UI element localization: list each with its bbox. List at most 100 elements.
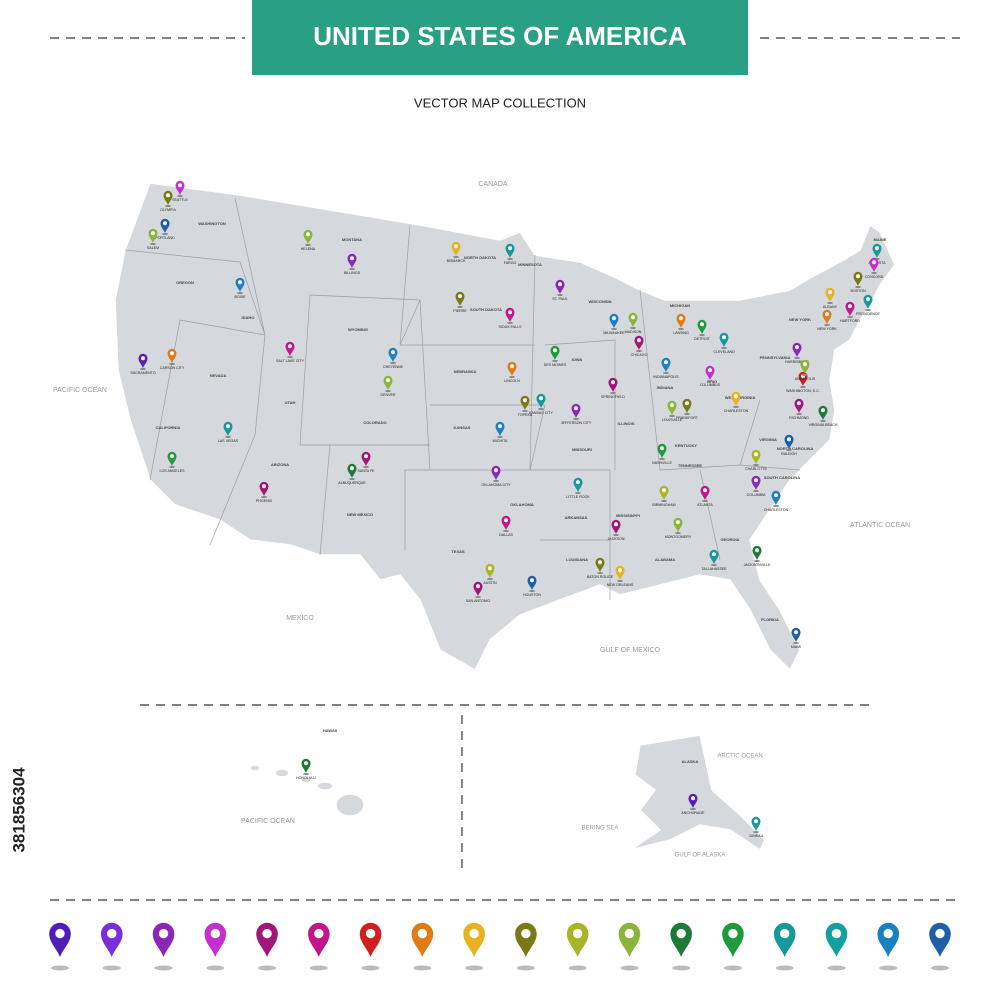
state-borders [124, 197, 801, 600]
legend-pin-shadow [931, 965, 949, 971]
pin-body [719, 332, 729, 347]
pin-body [485, 563, 495, 578]
pin-body [152, 922, 175, 957]
city-label: DENVER [381, 393, 396, 397]
hawaii [249, 764, 365, 817]
city-pin [634, 335, 644, 350]
city-label: CHICAGO [631, 353, 648, 357]
map-label: MISSISSIPPI [616, 513, 640, 518]
legend-pin [100, 922, 123, 957]
pin-shadow [503, 530, 509, 532]
city-label: LITTLE ROCK [566, 495, 590, 499]
city-label: SEATTLE [172, 198, 188, 202]
legend-pin-shadow [206, 965, 225, 971]
pin-hole [780, 928, 790, 939]
city-label: RICHMOND [789, 416, 809, 420]
pin-hole [618, 568, 622, 573]
legend-pin [773, 922, 796, 957]
map-label: COLORADO [363, 420, 386, 425]
city-pin [383, 375, 393, 390]
city-pin [160, 218, 170, 233]
pin-hole [734, 394, 738, 399]
map-label: PACIFIC OCEAN [241, 818, 295, 825]
pin-hole [754, 478, 758, 483]
pin-hole [787, 437, 791, 442]
pin-hole [454, 244, 458, 249]
city-label: JACKSONVILLE [744, 563, 771, 567]
city-label: ST. PAUL [552, 297, 567, 301]
map-label: SOUTH CAROLINA [764, 475, 800, 480]
pin-shadow [630, 327, 636, 329]
pin-body [705, 365, 715, 380]
city-pin [259, 481, 269, 496]
pin-hole [558, 282, 562, 287]
city-pin [800, 359, 810, 374]
legend-pin-shadow [723, 965, 742, 971]
city-label: CHEYENNE [383, 365, 404, 369]
pin-hole [574, 406, 578, 411]
city-label: MONTGOMERY [665, 535, 692, 539]
pin-shadow [617, 580, 623, 582]
map-label: CALIFORNIA [156, 425, 181, 430]
pin-shadow [663, 372, 669, 374]
pin-body [495, 421, 505, 436]
legend-pin [411, 922, 434, 957]
city-label: NEW YORK [817, 327, 837, 331]
pin-shadow [636, 350, 642, 352]
pin-hole [498, 424, 502, 429]
pin-body [347, 253, 357, 268]
pin-body [49, 922, 71, 957]
city-pin [751, 816, 761, 831]
city-label: SALT LAKE CITY [276, 359, 305, 363]
city-pin [608, 377, 618, 392]
legend-pin [152, 922, 175, 957]
pin-shadow [225, 436, 231, 438]
city-pin [719, 332, 729, 347]
map-label: KANSAS [454, 425, 471, 430]
pin-shadow [610, 392, 616, 394]
pin-body [800, 359, 810, 374]
map-label: NORTH CAROLINA [777, 446, 814, 451]
pin-hole [624, 928, 635, 939]
pin-hole [141, 356, 145, 361]
map-label: BERING SEA [582, 826, 619, 832]
city-pin [609, 313, 619, 328]
pin-body [751, 816, 761, 831]
city-pin [455, 291, 465, 306]
pin-body [673, 517, 683, 532]
pin-shadow [702, 500, 708, 502]
city-label: JEFFERSON CITY [561, 421, 592, 425]
legend-pin [256, 922, 278, 957]
pin-body [791, 627, 801, 642]
pin-body [359, 922, 382, 957]
pin-body [223, 421, 233, 436]
pin-body [550, 345, 560, 360]
pin-shadow [169, 363, 175, 365]
city-pin [361, 451, 371, 466]
map-label: NEVADA [210, 373, 227, 378]
city-pin [505, 307, 515, 322]
map-label: UTAH [285, 400, 296, 405]
city-label: LOS ANGELES [160, 469, 186, 473]
pin-body [473, 581, 483, 596]
map-label: HAWAII [323, 728, 337, 733]
pin-shadow [552, 360, 558, 362]
city-pin [167, 451, 177, 466]
map-label: IDAHO [242, 315, 255, 320]
pin-shadow [457, 306, 463, 308]
city-pin [818, 405, 828, 420]
pin-body [752, 545, 762, 560]
legend-pin-shadow [51, 965, 69, 971]
pin-hole [848, 304, 852, 309]
legend-pin-shadow [154, 965, 173, 971]
map-label: NEW MEXICO [347, 512, 373, 517]
pin-body [303, 229, 313, 244]
pin-shadow [865, 309, 871, 311]
legend-pin-shadow [827, 965, 846, 971]
pin-shadow [721, 347, 727, 349]
map-label: WYOMING [348, 327, 368, 332]
pin-shadow [794, 357, 800, 359]
pin-hole [210, 928, 220, 939]
pin-shadow [507, 258, 513, 260]
